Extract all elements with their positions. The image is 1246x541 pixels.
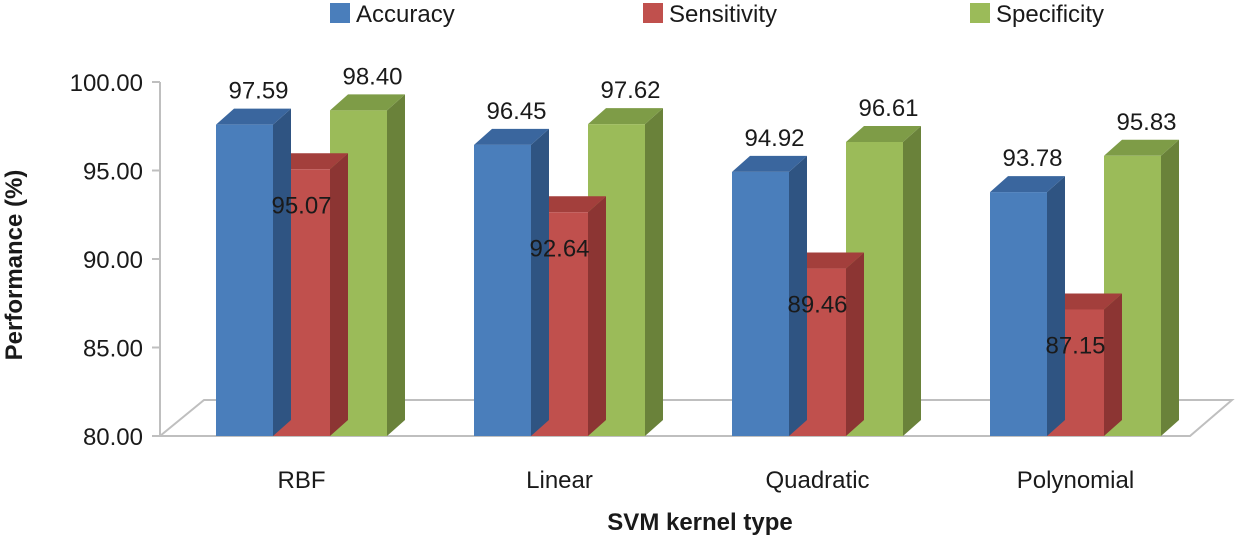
bar-top — [732, 155, 807, 172]
legend-label: Sensitivity — [669, 1, 777, 28]
bar-top — [789, 252, 864, 269]
bar-side — [531, 128, 549, 436]
bar-top — [990, 176, 1065, 193]
bar-side — [903, 126, 921, 437]
data-label-sensitivity: 92.64 — [529, 235, 589, 262]
data-label-accuracy: 97.59 — [228, 78, 288, 105]
data-label-sensitivity: 95.07 — [271, 192, 331, 219]
bar-top — [531, 196, 606, 213]
bar-top — [474, 128, 549, 145]
bar-accuracy-rbf — [216, 108, 291, 437]
y-tick-label: 95.00 — [83, 159, 143, 186]
x-tick-label: Quadratic — [765, 467, 869, 494]
bar-side — [273, 108, 291, 437]
bar-front — [216, 124, 273, 437]
y-tick-label: 80.00 — [83, 424, 143, 451]
bar-top — [588, 108, 663, 125]
data-label-accuracy: 94.92 — [744, 125, 804, 152]
data-label-specificity: 96.61 — [858, 95, 918, 122]
legend-swatch — [330, 3, 350, 23]
bar-side — [846, 252, 864, 436]
bar-side — [588, 196, 606, 436]
bar-side — [1104, 293, 1122, 436]
bar-accuracy-quadratic — [732, 155, 807, 436]
y-tick-label: 90.00 — [83, 247, 143, 274]
x-tick-label: Polynomial — [1017, 467, 1134, 494]
data-labels: 97.59 95.07 98.40 96.45 92.64 97.62 94.92 89.46… — [228, 63, 1176, 359]
bar-accuracy-polynomial — [990, 176, 1065, 436]
data-label-specificity: 97.62 — [600, 77, 660, 104]
bar-top — [273, 153, 348, 170]
legend-swatch — [643, 3, 663, 23]
legend-swatch — [970, 3, 990, 23]
data-label-specificity: 98.40 — [342, 63, 402, 90]
bar-side — [1047, 176, 1065, 436]
bar-side — [387, 94, 405, 436]
legend-item-sensitivity: Sensitivity — [643, 1, 777, 28]
data-label-accuracy: 93.78 — [1002, 145, 1062, 172]
bar-accuracy-linear — [474, 128, 549, 436]
data-label-sensitivity: 87.15 — [1045, 332, 1105, 359]
legend-item-accuracy: Accuracy — [330, 1, 455, 28]
bar-side — [330, 153, 348, 437]
data-label-sensitivity: 89.46 — [787, 292, 847, 319]
x-tick-label: Linear — [526, 467, 593, 494]
legend-label: Specificity — [996, 1, 1104, 28]
legend-item-specificity: Specificity — [970, 1, 1104, 28]
bar-top — [1047, 293, 1122, 310]
bar-top — [216, 108, 291, 125]
legend: Accuracy Sensitivity Specificity — [330, 1, 1104, 28]
bar-side — [1161, 139, 1179, 436]
bar-top — [1104, 139, 1179, 156]
y-tick-label: 100.00 — [70, 70, 143, 97]
bar-top — [330, 94, 405, 111]
y-tick-label: 85.00 — [83, 336, 143, 363]
bar-front — [990, 192, 1047, 436]
data-label-specificity: 95.83 — [1116, 109, 1176, 136]
data-label-accuracy: 96.45 — [486, 98, 546, 125]
y-axis-title: Performance (%) — [1, 170, 28, 361]
x-axis-title: SVM kernel type — [607, 509, 792, 536]
y-axis: 80.00 85.00 90.00 95.00 100.00 — [70, 70, 161, 451]
x-axis: RBF Linear Quadratic Polynomial — [278, 467, 1135, 494]
bar-top — [846, 126, 921, 143]
bar-side — [789, 155, 807, 436]
bar-side — [645, 108, 663, 436]
x-tick-label: RBF — [278, 467, 326, 494]
bar-front — [474, 144, 531, 436]
legend-label: Accuracy — [356, 1, 455, 28]
bar-group — [216, 94, 1179, 437]
bar-front — [732, 171, 789, 436]
